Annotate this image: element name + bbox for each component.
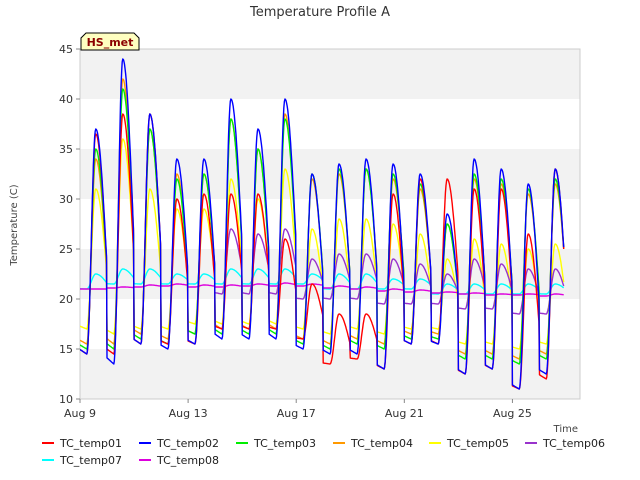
badge-shape [80,32,140,51]
y-tick-label: 10 [59,393,73,406]
series-line-tc_temp03 [80,88,565,365]
y-tick-label: 30 [59,193,73,206]
station-badge: HS_met [80,32,140,51]
x-tick-label: Aug 9 [64,407,96,420]
grid-band [80,349,580,399]
series-lines [80,58,565,390]
y-axis-title: Temperature (C) [9,184,20,266]
x-tick-label: Aug 17 [277,407,316,420]
legend-label: TC_temp01 [59,437,122,450]
x-axis-title: Time [553,424,578,435]
y-tick-label: 20 [59,293,73,306]
y-tick-label: 25 [59,243,73,256]
y-tick-label: 40 [59,93,73,106]
legend-label: TC_temp03 [253,437,316,450]
grid-band [80,149,580,199]
chart-title: Temperature Profile A [249,5,390,20]
legend-label: TC_temp07 [59,454,122,467]
grid-band [80,249,580,299]
x-tick-label: Aug 25 [493,407,532,420]
x-tick-label: Aug 13 [169,407,208,420]
badge-label: HS_met [87,36,134,49]
legend-label: TC_temp08 [156,454,219,467]
y-tick-label: 35 [59,143,73,156]
legend: TC_temp01 TC_temp02 TC_temp03 TC_temp04 TC_t… [42,437,605,467]
y-tick-label: 45 [59,43,73,56]
x-tick-label: Aug 21 [385,407,424,420]
plot-frame [79,48,581,400]
legend-label: TC_temp02 [156,437,219,450]
x-axis: Aug 9 Aug 13 Aug 17 Aug 21 Aug 25 [64,399,532,420]
grid-band [80,49,580,99]
series-line-tc_temp02 [80,58,565,390]
legend-label: TC_temp05 [446,437,509,450]
y-axis: 10 15 20 25 30 35 40 45 [59,43,80,406]
legend-label: TC_temp06 [542,437,605,450]
legend-label: TC_temp04 [350,437,413,450]
y-tick-label: 15 [59,343,73,356]
